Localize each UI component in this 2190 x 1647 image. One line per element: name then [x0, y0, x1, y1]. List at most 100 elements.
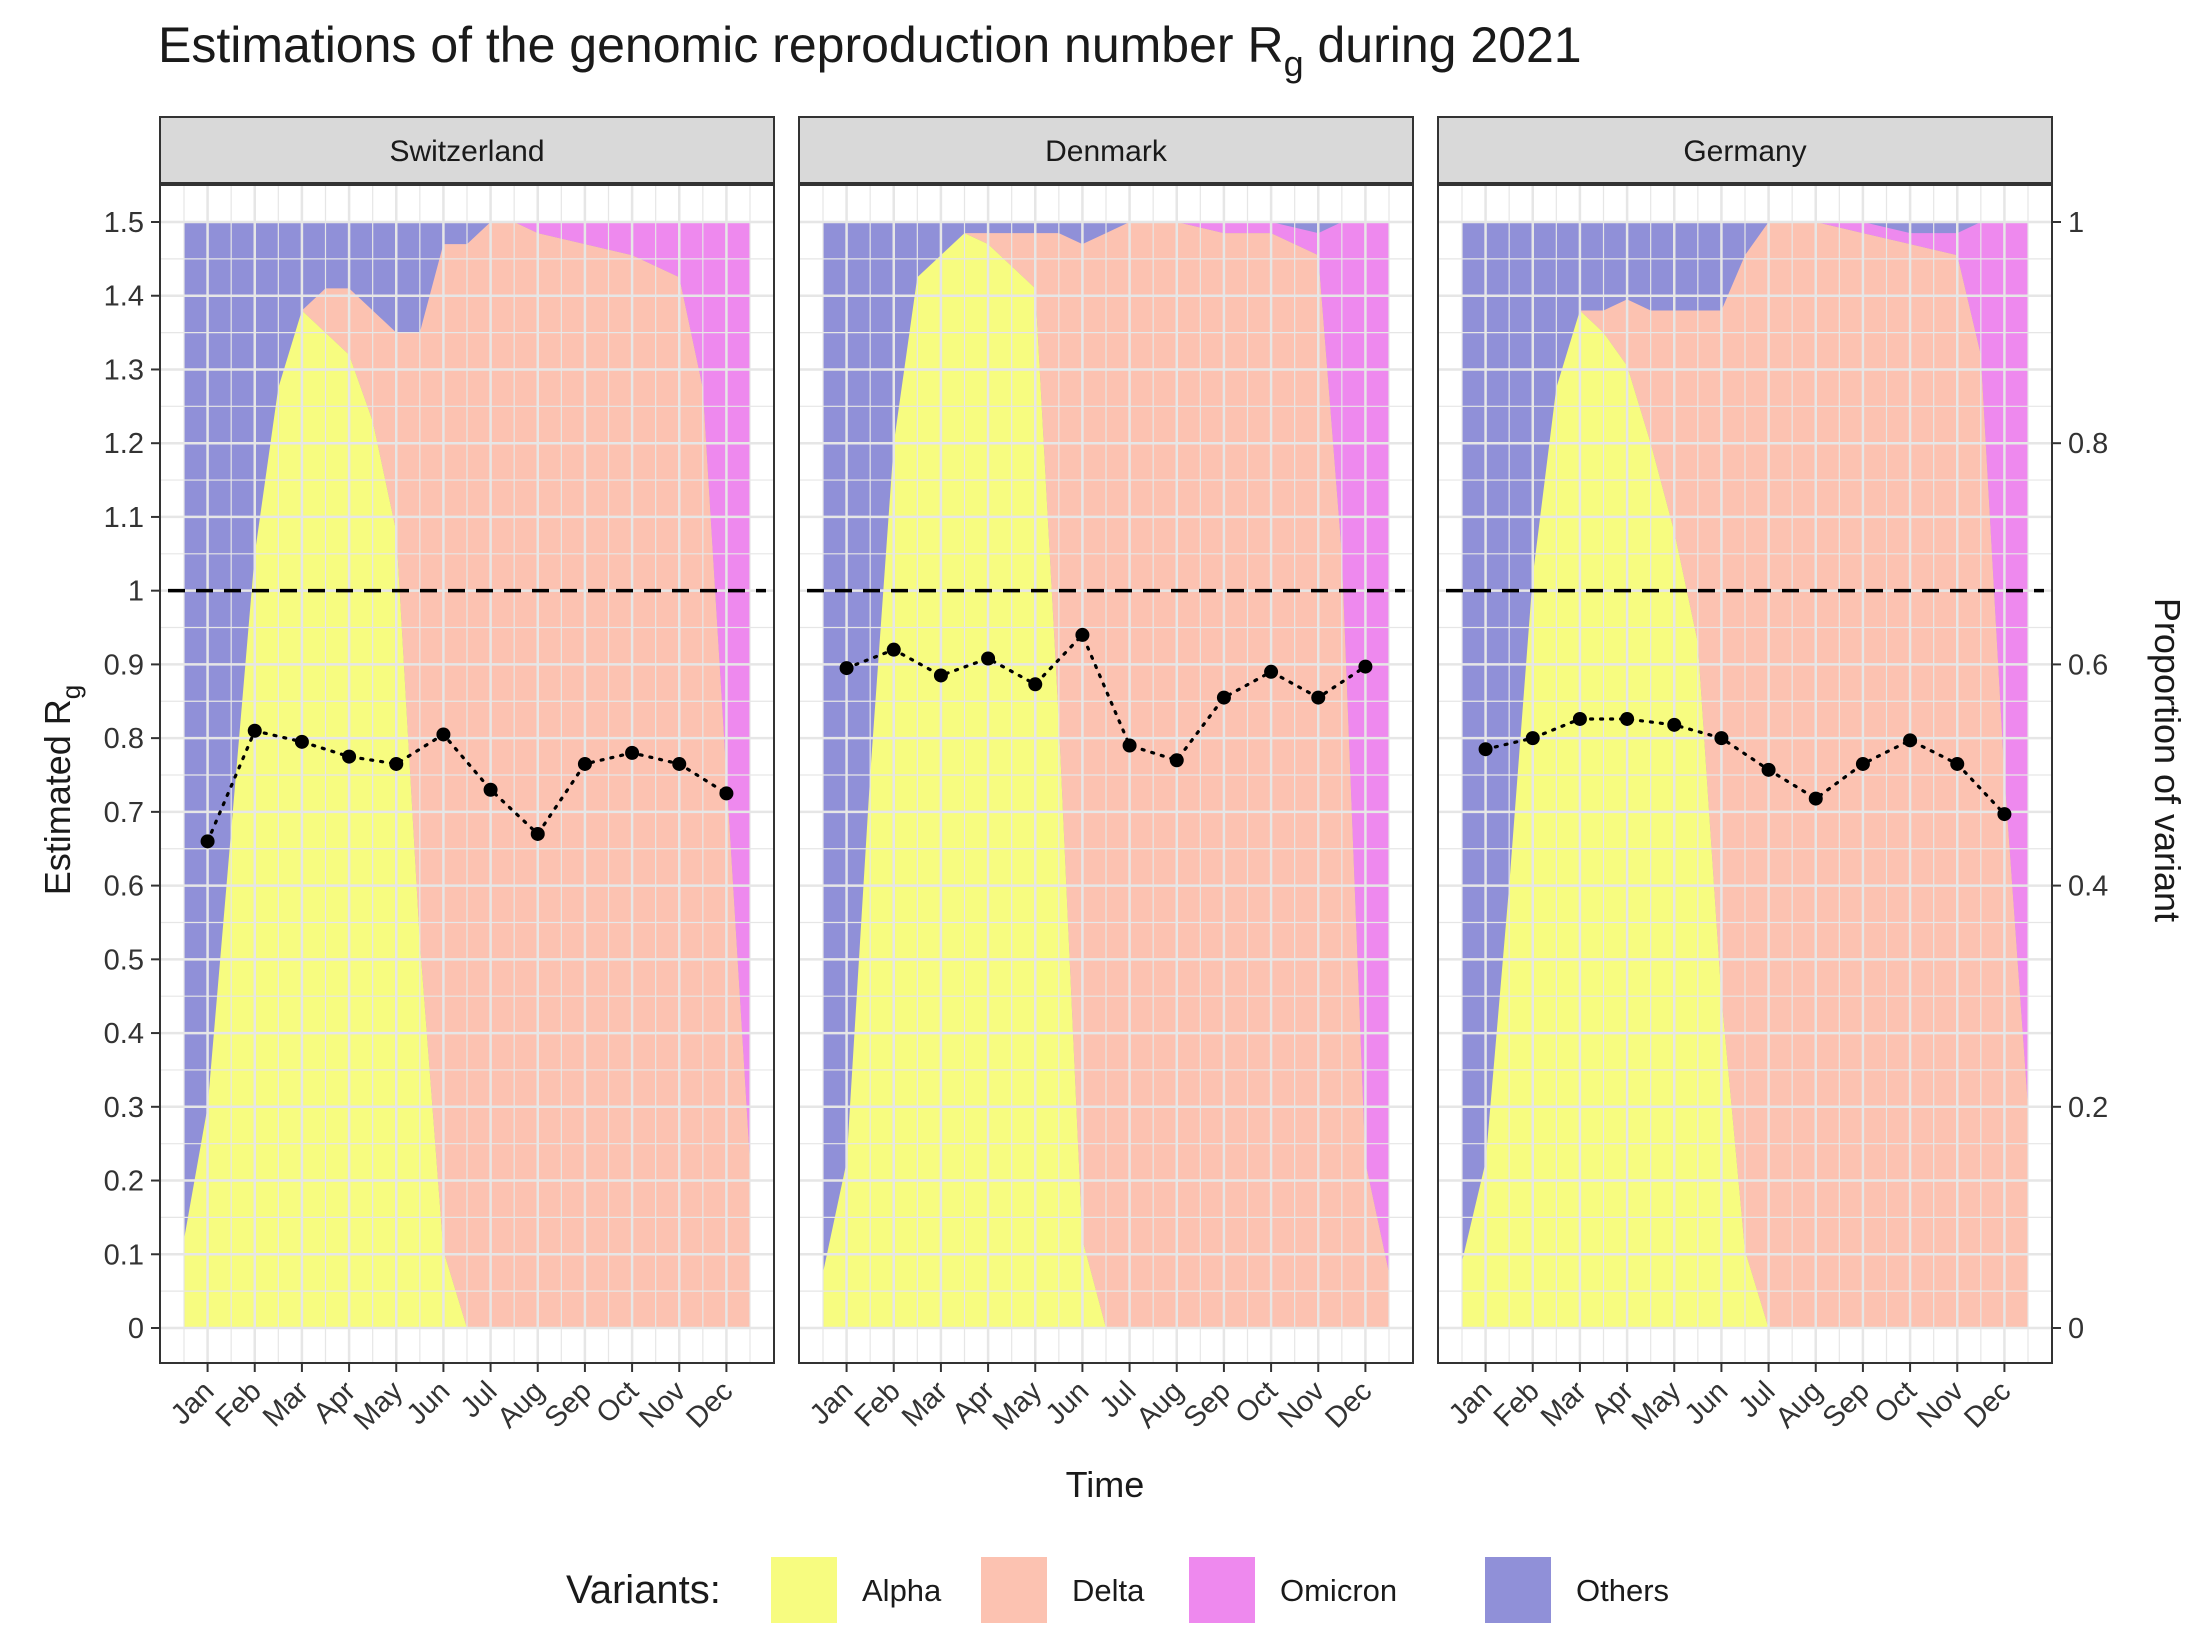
- x-tick-label-aug: Aug: [492, 1375, 551, 1434]
- y-left-tick-label: 0.4: [104, 1018, 144, 1050]
- x-tick-label-jun: Jun: [1679, 1375, 1735, 1431]
- x-tick-label-oct: Oct: [1229, 1375, 1284, 1430]
- rg-point-may: [1028, 677, 1043, 692]
- x-tick-label-jan: Jan: [1443, 1375, 1499, 1431]
- rg-point-mar: [933, 668, 948, 683]
- x-tick-label-nov: Nov: [1911, 1375, 1970, 1434]
- rg-point-jan: [200, 834, 215, 849]
- y-left-tick-label: 0.7: [104, 797, 144, 829]
- x-tick-label-dec: Dec: [1958, 1375, 2017, 1434]
- rg-point-aug: [1808, 791, 1823, 806]
- rg-point-dec: [1997, 807, 2012, 822]
- y-right-tick-label: 0: [2068, 1313, 2084, 1345]
- y-left-tick-label: 1.2: [104, 428, 144, 460]
- rg-point-feb: [886, 642, 901, 657]
- x-tick-label-dec: Dec: [680, 1375, 739, 1434]
- panel-strip: [1437, 116, 2053, 184]
- panel-border: [159, 184, 775, 1364]
- y-left-tick-label: 0.6: [104, 871, 144, 903]
- x-tick-label-oct: Oct: [1868, 1375, 1923, 1430]
- y-left-axis-title: Estimated Rg: [37, 685, 86, 896]
- legend-key-omicron: [1189, 1557, 1255, 1623]
- rg-point-may: [389, 756, 404, 771]
- x-tick-label-nov: Nov: [1272, 1375, 1331, 1434]
- legend-label-omicron: Omicron: [1280, 1573, 1397, 1608]
- x-tick-label-mar: Mar: [257, 1375, 315, 1433]
- rg-point-mar: [294, 734, 309, 749]
- y-right-tick-label: 0.8: [2068, 428, 2108, 460]
- x-axis-title: Time: [1066, 1464, 1145, 1505]
- rg-point-jan: [839, 661, 854, 676]
- right-y-axis: 0 0.2 0.4 0.6 0.8 1: [2052, 207, 2108, 1345]
- y-right-tick-label: 0.4: [2068, 871, 2108, 903]
- panel-border: [798, 184, 1414, 1364]
- x-tick-label-may: May: [987, 1375, 1049, 1437]
- rg-point-sep: [577, 756, 592, 771]
- y-right-tick-label: 0.2: [2068, 1092, 2108, 1124]
- rg-point-mar: [1572, 711, 1587, 726]
- legend-key-others: [1485, 1557, 1551, 1623]
- y-left-tick-label: 0.5: [104, 944, 144, 976]
- y-right-tick-label: 1: [2068, 207, 2084, 239]
- legend: Variants: Alpha Delta Omicron Others: [566, 1557, 1669, 1623]
- y-right-axis-title: Proportion of variant: [2147, 598, 2188, 922]
- chart-title: Estimations of the genomic reproduction …: [158, 17, 1582, 84]
- x-tick-label-jan: Jan: [165, 1375, 221, 1431]
- rg-line: [1484, 717, 2006, 816]
- rg-point-nov: [1311, 690, 1326, 705]
- y-left-tick-label: 0.1: [104, 1239, 144, 1271]
- panel-switzerland: SwitzerlandJanFebMarAprMayJunJulAugSepOc…: [159, 116, 775, 1437]
- x-tick-label-jan: Jan: [804, 1375, 860, 1431]
- panel-denmark: DenmarkJanFebMarAprMayJunJulAugSepOctNov…: [798, 116, 1414, 1437]
- rg-point-sep: [1855, 756, 1870, 771]
- x-tick-label-mar: Mar: [896, 1375, 954, 1433]
- x-tick-label-feb: Feb: [849, 1375, 907, 1433]
- rg-point-oct: [625, 745, 640, 760]
- x-tick-label-may: May: [1626, 1375, 1688, 1437]
- rg-point-jun: [436, 727, 451, 742]
- panel-strip: [159, 116, 775, 184]
- x-tick-label-sep: Sep: [1817, 1375, 1876, 1434]
- rg-point-apr: [1620, 711, 1635, 726]
- rg-point-oct: [1264, 664, 1279, 679]
- panel-strip-label: Denmark: [1045, 135, 1168, 168]
- x-tick-label-oct: Oct: [590, 1375, 645, 1430]
- rg-point-nov: [1950, 756, 1965, 771]
- rg-point-may: [1667, 717, 1682, 732]
- rg-point-jan: [1478, 742, 1493, 757]
- rg-point-jun: [1714, 731, 1729, 746]
- rg-point-oct: [1903, 733, 1918, 748]
- rg-point-sep: [1216, 690, 1231, 705]
- y-left-tick-label: 0.2: [104, 1166, 144, 1198]
- rg-point-feb: [247, 723, 262, 738]
- rg-point-aug: [530, 826, 545, 841]
- y-left-tick-label: 1.4: [104, 281, 144, 313]
- rg-line: [206, 728, 728, 843]
- x-tick-label-feb: Feb: [210, 1375, 268, 1433]
- panel-strip: [798, 116, 1414, 184]
- rg-point-dec: [1358, 659, 1373, 674]
- rg-point-feb: [1525, 731, 1540, 746]
- left-y-axis: 0 0.1 0.2 0.3 0.4 0.5 0.6 0.7 0.8 0.9 1 1.1 1.2 1.3 1.…: [104, 207, 160, 1345]
- x-tick-label-may: May: [348, 1375, 410, 1437]
- y-left-tick-label: 0: [128, 1313, 144, 1345]
- x-tick-label-nov: Nov: [633, 1375, 692, 1434]
- rg-point-jul: [483, 782, 498, 797]
- rg-point-jul: [1761, 762, 1776, 777]
- rg-point-jun: [1075, 627, 1090, 642]
- panel-border: [1437, 184, 2053, 1364]
- y-right-tick-label: 0.6: [2068, 649, 2108, 681]
- y-left-tick-label: 0.9: [104, 649, 144, 681]
- area-omicron: [184, 222, 750, 1240]
- rg-point-dec: [719, 786, 734, 801]
- rg-point-aug: [1169, 753, 1184, 768]
- x-tick-label-jun: Jun: [1040, 1375, 1096, 1431]
- rg-point-nov: [672, 756, 687, 771]
- legend-title: Variants:: [566, 1568, 721, 1612]
- x-tick-label-aug: Aug: [1131, 1375, 1190, 1434]
- y-left-tick-label: 1.5: [104, 207, 144, 239]
- legend-key-delta: [981, 1557, 1047, 1623]
- panel-strip-label: Switzerland: [389, 135, 544, 168]
- x-tick-label-feb: Feb: [1488, 1375, 1546, 1433]
